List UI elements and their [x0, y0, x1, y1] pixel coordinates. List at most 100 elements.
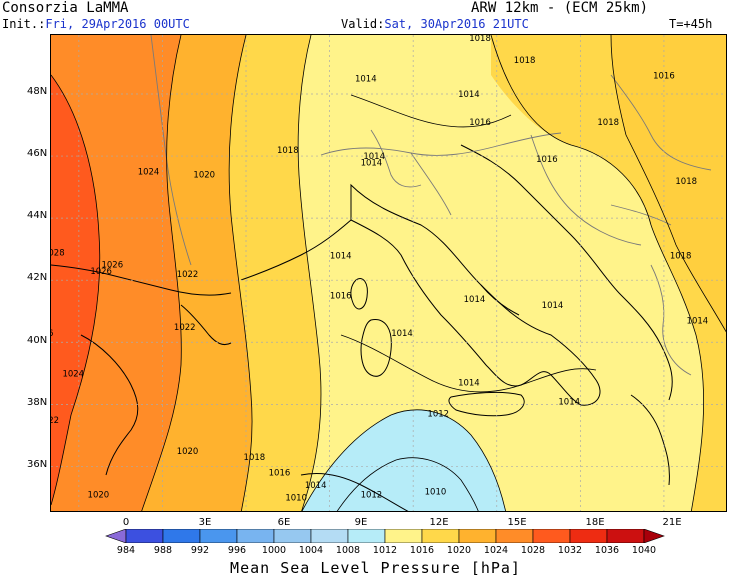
- model-title: ARW 12km - (ECM 25km): [471, 0, 649, 16]
- lat-label-46n: 46N: [27, 148, 48, 159]
- lon-label-3e: 3E: [198, 517, 212, 528]
- isobar-label: 1014: [542, 301, 564, 311]
- colorbar-label: 1000: [261, 545, 287, 556]
- colorbar-segment: [310, 528, 349, 544]
- colorbar-label: 1028: [520, 545, 546, 556]
- field-1012: [302, 409, 506, 511]
- colorbar-segment: [421, 528, 460, 544]
- isobar-label: 1016: [536, 155, 558, 165]
- isobar-label: 1014: [355, 74, 377, 84]
- colorbar-segment: [236, 528, 275, 544]
- isobars: [51, 35, 726, 511]
- isobar-label: 1018: [670, 251, 692, 261]
- colorbar-label: 1040: [631, 545, 657, 556]
- colorbar-segment: [273, 528, 312, 544]
- colorbar-svg: [105, 528, 665, 544]
- colorbar-segment: [347, 528, 386, 544]
- colorbar-segment: [458, 528, 497, 544]
- colorbar-segment: [105, 528, 127, 544]
- isobar-label: 1016: [653, 71, 675, 81]
- colorbar-label: 1020: [446, 545, 472, 556]
- isobar-label: 1014: [464, 295, 486, 305]
- isobar-label: 1018: [469, 35, 491, 44]
- colorbar-label: 996: [227, 545, 247, 556]
- lat-label-36n: 36N: [27, 459, 48, 470]
- isobar-label: 1022: [174, 323, 196, 333]
- colorbar-label: 1008: [335, 545, 361, 556]
- isobar-label: 1014: [687, 317, 709, 327]
- isobar-label: 1022: [51, 416, 59, 426]
- isobar-label: 1012: [361, 490, 383, 500]
- isobar-label: 1014: [363, 152, 385, 162]
- isobar-label: 1026: [51, 329, 53, 339]
- lon-label-0: 0: [122, 517, 130, 528]
- lon-label-6e: 6E: [277, 517, 291, 528]
- isobar-label: 1024: [62, 369, 84, 379]
- coastlines: [51, 144, 673, 511]
- colorbar-segment: [495, 528, 534, 544]
- borders: [150, 35, 712, 376]
- lon-label-15e: 15E: [507, 517, 527, 528]
- valid-row: Valid:Sat, 30Apr2016 21UTC: [341, 17, 529, 31]
- valid-value: Sat, 30Apr2016 21UTC: [384, 17, 529, 31]
- isobar-label: 1024: [138, 168, 160, 178]
- colorbar-segment: [162, 528, 201, 544]
- colorbar-label: 988: [153, 545, 173, 556]
- colorbar-segment: [606, 528, 645, 544]
- isobar-label: 1014: [458, 379, 480, 389]
- colorbar-segment: [569, 528, 608, 544]
- field-1028: [51, 75, 100, 505]
- colorbar-segment: [199, 528, 238, 544]
- isobar-label: 1022: [177, 270, 199, 280]
- isobar-label: 1018: [244, 453, 266, 463]
- lon-label-9e: 9E: [354, 517, 368, 528]
- lon-label-21e: 21E: [662, 517, 682, 528]
- colorbar-label: 1016: [409, 545, 435, 556]
- isobar-label: 1014: [558, 397, 580, 407]
- colorbar-label: 984: [116, 545, 136, 556]
- isobar-label: 1018: [675, 177, 697, 187]
- init-row: Init.:Fri, 29Apr2016 00UTC: [2, 17, 190, 31]
- lat-label-38n: 38N: [27, 397, 48, 408]
- colorbar-label: 1036: [594, 545, 620, 556]
- colorbar-label: 1012: [372, 545, 398, 556]
- colorbar-label: 992: [190, 545, 210, 556]
- pressure-map: 1026102410201018101410141016101810181016…: [50, 34, 727, 512]
- isobar-label: 1020: [177, 447, 199, 457]
- colorbar-label: 1024: [483, 545, 509, 556]
- isobar-label: 1014: [458, 90, 480, 100]
- org-title: Consorzia LaMMA: [2, 0, 129, 16]
- isobar-label: 1014: [305, 481, 327, 491]
- init-value: Fri, 29Apr2016 00UTC: [45, 17, 190, 31]
- valid-label: Valid:: [341, 17, 385, 31]
- isobar-label: 1016: [269, 469, 291, 479]
- lat-label-40n: 40N: [27, 335, 48, 346]
- colorbar-segment: [125, 528, 164, 544]
- lead-time: T=+45h: [669, 17, 713, 31]
- isobar-label: 1020: [88, 490, 110, 500]
- isobar-label: 1014: [361, 158, 383, 168]
- isobar-label: 1026: [101, 261, 123, 271]
- isobar-label: 1020: [193, 171, 215, 181]
- colorbar-segment: [384, 528, 423, 544]
- init-label: Init.:: [2, 17, 46, 31]
- lon-label-18e: 18E: [585, 517, 605, 528]
- isobar-label: 1014: [330, 251, 352, 261]
- isobar-label: 1026: [90, 267, 112, 277]
- lat-label-42n: 42N: [27, 272, 48, 283]
- lat-label-44n: 44N: [27, 210, 48, 221]
- colorbar: [0, 528, 751, 544]
- isobar-label: 1014: [391, 329, 413, 339]
- isobar-label: 1010: [285, 493, 307, 503]
- lat-label-48n: 48N: [27, 86, 48, 97]
- isobar-labels: 1026102410201018101410141016101810181016…: [51, 35, 709, 503]
- isobar-label: 1018: [597, 118, 619, 128]
- isobar-label: 1016: [330, 292, 352, 302]
- lon-label-12e: 12E: [429, 517, 449, 528]
- pressure-map-canvas: 1026102410201018101410141016101810181016…: [51, 35, 726, 511]
- isobar-label: 1018: [514, 56, 536, 66]
- isobar-label: 1016: [469, 118, 491, 128]
- colorbar-label: 1004: [298, 545, 324, 556]
- field-1020-east: [611, 35, 726, 332]
- colorbar-label: 1032: [557, 545, 583, 556]
